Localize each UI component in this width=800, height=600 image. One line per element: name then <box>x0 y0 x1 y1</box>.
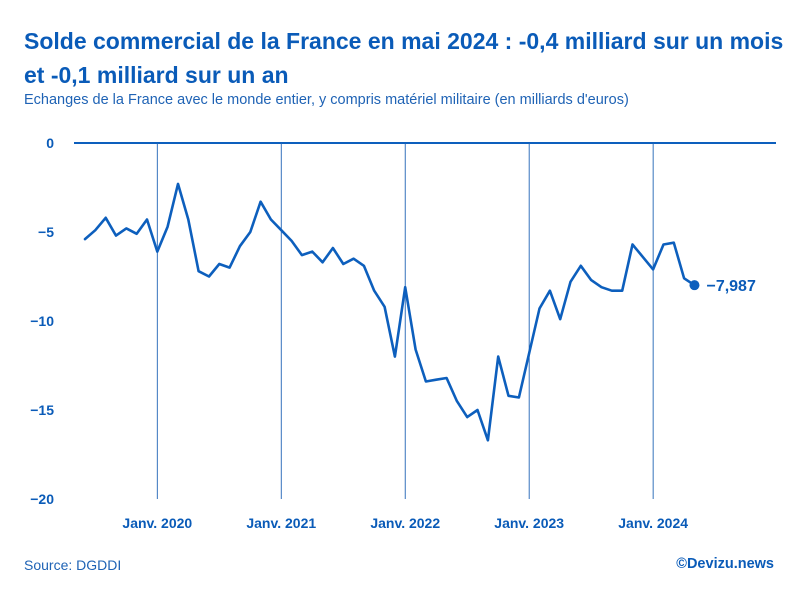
x-tick-label: Janv. 2024 <box>618 515 688 531</box>
page-subtitle: Echanges de la France avec le monde enti… <box>24 92 629 108</box>
last-value-label: −7,987 <box>706 278 755 295</box>
brand-label: ©Devizu.news <box>676 556 774 572</box>
y-tick-label: 0 <box>46 135 54 151</box>
axis-layer: 0 −5 −10 −15 −20 Janv. 2020 Janv. 2021 Janv. 20… <box>30 135 688 531</box>
y-tick-label: −10 <box>30 313 54 329</box>
series-line <box>83 182 696 442</box>
x-tick-label: Janv. 2023 <box>494 515 564 531</box>
y-tick-label: −5 <box>38 224 54 240</box>
y-tick-label: −20 <box>30 491 54 507</box>
y-tick-label: −15 <box>30 402 54 418</box>
x-tick-label: Janv. 2020 <box>122 515 192 531</box>
grid-layer <box>74 142 776 499</box>
x-tick-label: Janv. 2022 <box>370 515 440 531</box>
source-label: Source: DGDDI <box>24 557 122 573</box>
page-title: Solde commercial de la France en mai 202… <box>24 28 784 88</box>
last-point-marker <box>689 280 700 291</box>
x-tick-label: Janv. 2021 <box>246 515 316 531</box>
